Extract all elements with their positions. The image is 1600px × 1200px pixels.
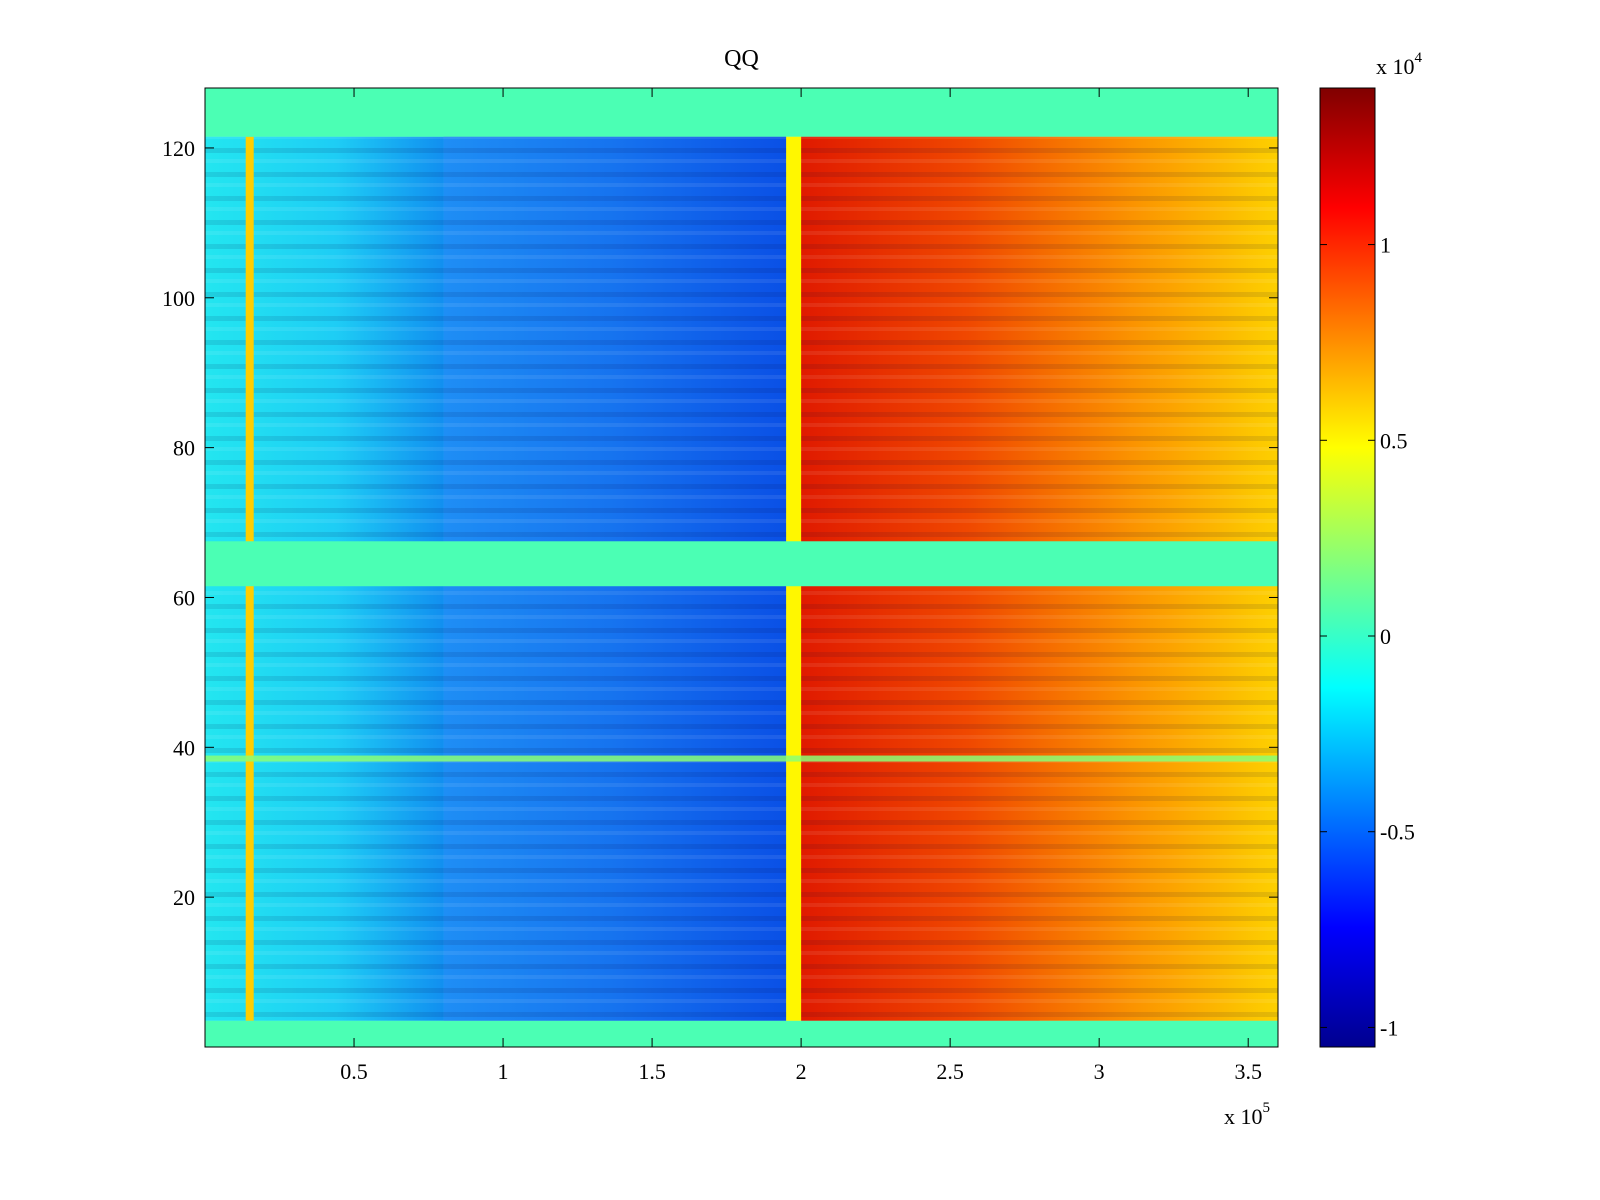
heatmap-fill-row [205,1020,1278,1047]
heatmap-horizontal-band [205,755,1278,762]
colorbar-axis: -1 -0.5 0 0.5 1 [1320,233,1415,1040]
colorbar-tick-label: -0.5 [1380,820,1415,845]
y-tick-label: 120 [162,136,195,161]
x-tick-label: 1 [498,1059,509,1084]
x-tick-label: 0.5 [340,1059,368,1084]
y-axis: 20 40 60 80 100 120 [162,136,1278,910]
x-axis: 0.5 1 1.5 2 2.5 3 3.5 [340,88,1262,1084]
colorbar-tick-label: 0.5 [1380,428,1408,453]
x-tick-label: 2 [796,1059,807,1084]
plot-frame [204,87,1279,1048]
colorbar-exponent: x 104 [1376,50,1423,79]
y-tick-label: 80 [173,436,195,461]
chart-title: QQ [724,46,759,72]
x-axis-exponent: x 105 [1224,1100,1270,1129]
x-tick-label: 3.5 [1234,1059,1262,1084]
colorbar-tick-label: -1 [1380,1015,1398,1040]
x-tick-label: 2.5 [936,1059,964,1084]
x-axis-exponent-base: x 10 [1224,1104,1263,1129]
heatmap-area [205,88,1278,1047]
y-tick-label: 60 [173,585,195,610]
y-tick-label: 100 [162,286,195,311]
colorbar-tick-label: 0 [1380,624,1391,649]
heatmap-fill-row [205,541,1278,587]
x-tick-label: 1.5 [638,1059,666,1084]
colorbar-exponent-power: 4 [1415,50,1423,66]
colorbar-tick-label: 1 [1380,233,1391,258]
heatmap-fill-row [205,88,1278,137]
y-tick-label: 20 [173,885,195,910]
y-tick-label: 40 [173,735,195,760]
x-axis-exponent-power: 5 [1263,1100,1271,1116]
x-tick-label: 3 [1094,1059,1105,1084]
colorbar-exponent-base: x 10 [1376,54,1415,79]
colorbar [1319,87,1376,1048]
